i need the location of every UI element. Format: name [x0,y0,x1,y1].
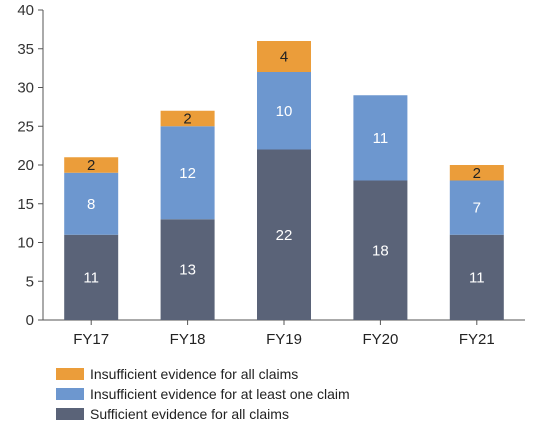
bar-segment [257,41,311,72]
bar-segment [160,110,215,127]
bar-segment [257,72,311,150]
y-tick-label: 10 [17,235,34,252]
bar-segment [160,126,215,220]
chart-legend: Insufficient evidence for all claims Insu… [56,364,350,424]
bar-data-label: 13 [179,262,196,279]
legend-swatch [56,388,84,400]
legend-label: Sufficient evidence for all claims [90,406,289,422]
legend-swatch [56,408,84,420]
bar-data-label: 11 [373,130,389,147]
bar-data-label: 2 [473,165,481,182]
legend-label: Insufficient evidence for at least one c… [90,386,350,402]
bar-data-label: 2 [87,157,95,174]
x-category-label: FY19 [266,331,302,348]
y-tick-label: 40 [17,2,34,19]
x-category-label: FY20 [362,331,398,348]
bar-segment [353,180,408,320]
legend-item: Sufficient evidence for all claims [56,404,350,424]
x-category-label: FY17 [73,331,109,348]
y-tick-label: 20 [17,157,34,174]
bar-segment [449,180,504,235]
bar-segment [449,234,504,320]
bar-segment [64,234,119,320]
y-tick-label: 25 [17,118,34,135]
y-tick-label: 35 [17,41,34,58]
bar-segment [353,95,408,181]
legend-swatch [56,368,84,380]
bar-data-label: 8 [87,196,95,213]
legend-item: Insufficient evidence for at least one c… [56,384,350,404]
bar-data-label: 7 [473,200,481,217]
bar-data-label: 11 [83,269,99,286]
bar-data-label: 4 [280,49,288,66]
legend-label: Insufficient evidence for all claims [90,366,299,382]
bar-data-label: 18 [372,242,389,259]
bar-segment [160,219,215,320]
bar-data-label: 10 [276,103,293,120]
x-category-label: FY21 [459,331,495,348]
x-category-label: FY18 [170,331,206,348]
bar-data-label: 11 [469,269,485,286]
y-tick-label: 5 [26,273,34,290]
bar-segment [64,157,119,173]
y-tick-label: 15 [17,196,34,213]
bar-segment [64,172,119,235]
bar-data-label: 22 [276,227,293,244]
bar-segment [449,165,504,181]
y-tick-label: 0 [26,312,34,329]
bar-segment [257,149,311,320]
y-tick-label: 30 [17,80,34,97]
stacked-bar-chart: 0 5 10 15 20 25 30 35 40 11 8 2 FY17 13 12 2 FY18 22 10 4 FY… [17,2,525,348]
bar-data-label: 2 [183,111,191,128]
bar-data-label: 12 [179,165,196,182]
legend-item: Insufficient evidence for all claims [56,364,350,384]
